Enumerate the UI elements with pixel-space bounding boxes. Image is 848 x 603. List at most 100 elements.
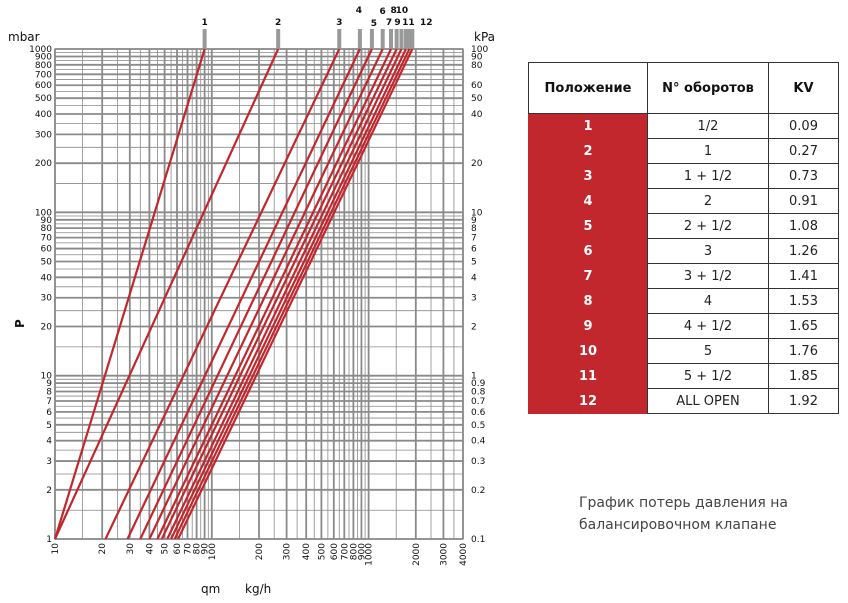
position-marker-4: [357, 29, 362, 48]
y-left-tick-label: 70: [41, 234, 53, 244]
y-left-tick-label: 2: [46, 486, 52, 496]
series-line-11: [173, 48, 411, 540]
series-line-10: [170, 48, 407, 540]
header-turns: N° оборотов: [647, 62, 769, 114]
y-right-tick-label: 1: [471, 372, 477, 382]
y-left-tick-label: 500: [35, 94, 52, 104]
y-right-tick-label: 0.5: [471, 421, 485, 431]
table-row: 11 5 + 1/2 1.85: [528, 363, 839, 389]
chart-grid: [54, 48, 464, 540]
turns-cell: 4: [647, 288, 769, 314]
position-marker-10: [403, 29, 408, 48]
series-line-6: [148, 48, 384, 540]
turns-cell: 3: [647, 238, 769, 264]
y-left-tick-label: 3: [46, 457, 52, 467]
position-cell: 2: [528, 138, 648, 164]
kv-cell: 1.53: [768, 288, 839, 314]
table-row: 6 3 1.26: [528, 238, 839, 264]
x-tick-label: 2000: [412, 543, 422, 566]
series-line-3: [104, 48, 341, 540]
y-left-tick-label: 8: [46, 387, 52, 397]
y-left-tick-label: 4: [46, 437, 52, 447]
position-label-8: 8: [391, 6, 397, 16]
position-label-4: 4: [356, 6, 362, 16]
position-marker-9: [399, 29, 404, 48]
position-label-12: 12: [420, 18, 433, 28]
header-position: Положение: [528, 62, 648, 114]
position-label-3: 3: [336, 18, 342, 28]
turns-cell: 4 + 1/2: [647, 313, 769, 339]
position-label-7: 7: [386, 18, 392, 28]
kv-cell: 1.76: [768, 338, 839, 364]
x-tick-label: 600: [330, 543, 340, 560]
series-line-7: [156, 48, 393, 540]
kv-cell: 1.08: [768, 213, 839, 239]
kv-cell: 0.91: [768, 188, 839, 214]
position-marker-5: [369, 29, 374, 48]
y-left-tick-label: 100: [35, 208, 52, 218]
y-right-tick-label: 80: [471, 61, 483, 71]
position-cell: 5: [528, 213, 648, 239]
x-tick-label: 80: [193, 543, 203, 555]
y-right-tick-label: 9: [471, 216, 477, 226]
y-right-tick-label: 0.2: [471, 486, 485, 496]
right-axis-label: kPa: [474, 30, 495, 44]
x-tick-label: 90: [201, 543, 211, 555]
series-line-4: [126, 48, 361, 540]
x-tick-label: 40: [145, 543, 155, 555]
x-tick-label: 400: [302, 543, 312, 560]
table-row: 2 1 0.27: [528, 138, 839, 164]
y-left-tick-label: 90: [41, 216, 53, 226]
table-row: 4 2 0.91: [528, 188, 839, 214]
turns-cell: 2: [647, 188, 769, 214]
chart-series-lines: [53, 48, 414, 540]
position-label-5: 5: [371, 19, 377, 29]
y-left-tick-label: 30: [41, 294, 53, 304]
y-left-tick-label: 1: [46, 535, 52, 545]
y-right-tick-label: 0.6: [471, 408, 486, 418]
kv-table: Положение N° оборотов KV 1 1/2 0.09 2 1 0.27 3…: [528, 62, 839, 414]
y-right-tick-label: 90: [471, 52, 483, 62]
kv-cell: 1.85: [768, 363, 839, 389]
y-right-tick-label: 0.9: [471, 379, 486, 389]
y-left-tick-label: 7: [46, 397, 52, 407]
position-label-9: 9: [394, 18, 400, 28]
position-cell: 6: [528, 238, 648, 264]
kv-cell: 0.09: [768, 113, 839, 139]
x-tick-label: 800: [349, 543, 359, 560]
y-right-tick-label: 0.1: [471, 535, 485, 545]
y-left-tick-label: 60: [41, 245, 53, 255]
turns-cell: 3 + 1/2: [647, 263, 769, 289]
position-cell: 1: [528, 113, 648, 139]
x-tick-label: 60: [173, 543, 183, 555]
series-line-12: [177, 48, 414, 540]
y-left-tick-label: 20: [41, 322, 53, 332]
position-marker-6: [380, 29, 385, 48]
table-row: 12 ALL OPEN 1.92: [528, 388, 839, 414]
y-right-tick-label: 0.7: [471, 397, 485, 407]
y-left-tick-label: 300: [35, 130, 52, 140]
position-marker-1: [202, 29, 207, 48]
kv-table-body: 1 1/2 0.09 2 1 0.27 3 1 + 1/2 0.73 4 2 0.91 5 2 + 1/2…: [528, 113, 839, 414]
y-right-tick-label: 0.8: [471, 387, 486, 397]
y-left-tick-label: 1000: [29, 45, 52, 55]
position-label-1: 1: [201, 18, 207, 28]
x-tick-label: 200: [255, 543, 265, 560]
position-cell: 4: [528, 188, 648, 214]
x-tick-label: 500: [317, 543, 327, 560]
y-right-tick-label: 20: [471, 159, 483, 169]
header-kv: KV: [768, 62, 839, 114]
position-marker-11: [407, 29, 412, 48]
x-tick-label: 700: [340, 543, 350, 560]
kv-cell: 1.92: [768, 388, 839, 414]
y-right-tick-label: 40: [471, 110, 483, 120]
turns-cell: 5 + 1/2: [647, 363, 769, 389]
x-tick-label: 20: [98, 543, 108, 555]
y-right-tick-label: 8: [471, 224, 477, 234]
position-cell: 9: [528, 313, 648, 339]
